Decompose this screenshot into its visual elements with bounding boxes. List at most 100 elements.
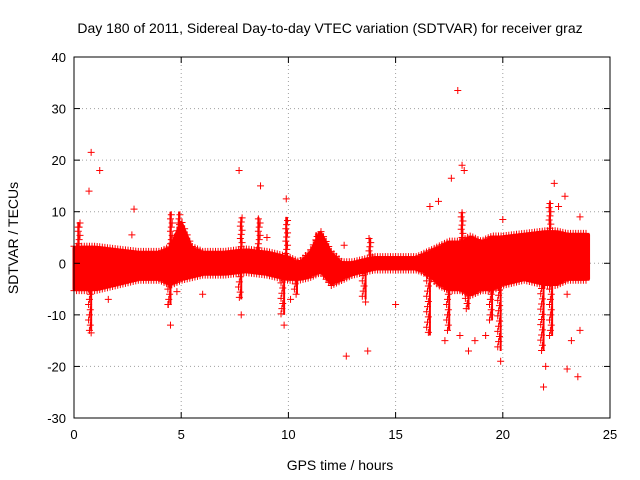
data-point xyxy=(462,305,470,313)
outlier-point xyxy=(454,87,462,95)
data-point xyxy=(277,279,285,287)
data-point xyxy=(278,305,286,313)
data-point xyxy=(290,285,298,293)
data-point xyxy=(358,277,366,285)
outlier-point xyxy=(555,203,563,211)
data-point xyxy=(166,244,174,252)
data-point xyxy=(538,285,546,293)
data-point xyxy=(457,238,465,246)
data-point xyxy=(538,279,546,287)
x-axis-label: GPS time / hours xyxy=(287,457,394,473)
data-point xyxy=(167,236,175,244)
outlier-point xyxy=(497,357,505,365)
y-tick-label: 40 xyxy=(52,50,66,65)
data-point xyxy=(547,290,555,298)
data-point xyxy=(313,232,321,240)
data-point xyxy=(424,297,432,305)
data-point xyxy=(85,311,93,319)
outlier-point xyxy=(460,166,468,174)
data-point xyxy=(547,321,555,329)
x-tick-label: 25 xyxy=(603,427,617,442)
data-point xyxy=(284,229,292,237)
data-point xyxy=(76,231,84,239)
data-point xyxy=(309,241,317,249)
data-point xyxy=(494,281,502,289)
data-point xyxy=(237,243,245,251)
data-point xyxy=(458,209,466,217)
data-point xyxy=(237,230,245,238)
data-point xyxy=(423,323,431,331)
outlier-point xyxy=(96,166,104,174)
data-point xyxy=(365,247,373,255)
x-tick-label: 20 xyxy=(496,427,510,442)
data-point xyxy=(546,280,554,288)
data-point xyxy=(279,284,287,292)
data-point xyxy=(547,220,555,228)
data-point xyxy=(254,244,262,252)
data-point xyxy=(307,246,315,254)
data-point xyxy=(282,237,290,245)
data-point xyxy=(462,289,470,297)
data-point xyxy=(546,316,554,324)
data-point xyxy=(367,239,375,247)
data-point xyxy=(279,300,287,308)
data-point xyxy=(582,229,590,237)
data-point xyxy=(168,231,176,239)
data-point xyxy=(459,217,467,225)
data-point xyxy=(325,242,333,250)
data-point xyxy=(320,233,328,241)
data-point xyxy=(458,221,466,229)
data-point xyxy=(443,316,451,324)
data-point xyxy=(444,290,452,298)
data-point xyxy=(176,211,184,219)
data-point xyxy=(283,221,291,229)
outlier-point xyxy=(550,179,558,187)
data-point xyxy=(366,255,374,263)
data-point xyxy=(463,300,471,308)
data-point xyxy=(424,328,432,336)
data-point xyxy=(76,219,84,227)
data-point xyxy=(235,293,243,301)
data-point xyxy=(292,290,300,298)
data-point xyxy=(538,331,546,339)
data-point xyxy=(236,288,244,296)
data-point xyxy=(546,285,554,293)
data-point xyxy=(176,223,184,231)
data-point xyxy=(360,282,368,290)
data-point xyxy=(284,254,292,262)
data-points xyxy=(70,87,591,391)
outlier-point xyxy=(482,331,490,339)
data-point xyxy=(486,301,494,309)
x-tick-label: 5 xyxy=(178,427,185,442)
data-point xyxy=(495,322,503,330)
data-point xyxy=(365,235,373,243)
axis-ticks: 0 5 10 15 20 25 -30 -20 -10 0 10 20 30 40 xyxy=(47,50,617,442)
data-point xyxy=(278,274,286,282)
data-point xyxy=(85,295,93,303)
data-point xyxy=(254,215,262,223)
data-point xyxy=(495,291,503,299)
outlier-point xyxy=(362,298,370,306)
y-tick-label: 0 xyxy=(59,256,66,271)
data-point xyxy=(546,301,554,309)
outlier-point xyxy=(574,373,582,381)
data-point xyxy=(494,343,502,351)
outlier-point xyxy=(164,301,172,309)
data-point xyxy=(424,272,432,280)
data-point xyxy=(282,225,290,233)
data-point xyxy=(424,282,432,290)
data-point xyxy=(86,321,94,329)
data-point xyxy=(292,275,300,283)
data-point xyxy=(360,267,368,275)
data-point xyxy=(547,208,555,216)
data-point xyxy=(495,317,503,325)
data-point xyxy=(282,249,290,257)
data-point xyxy=(85,285,93,293)
data-point xyxy=(86,290,94,298)
x-tick-label: 15 xyxy=(388,427,402,442)
data-point xyxy=(494,327,502,335)
outlier-point xyxy=(87,329,95,337)
data-point xyxy=(537,321,545,329)
data-point xyxy=(443,326,451,334)
outlier-point xyxy=(392,301,400,309)
